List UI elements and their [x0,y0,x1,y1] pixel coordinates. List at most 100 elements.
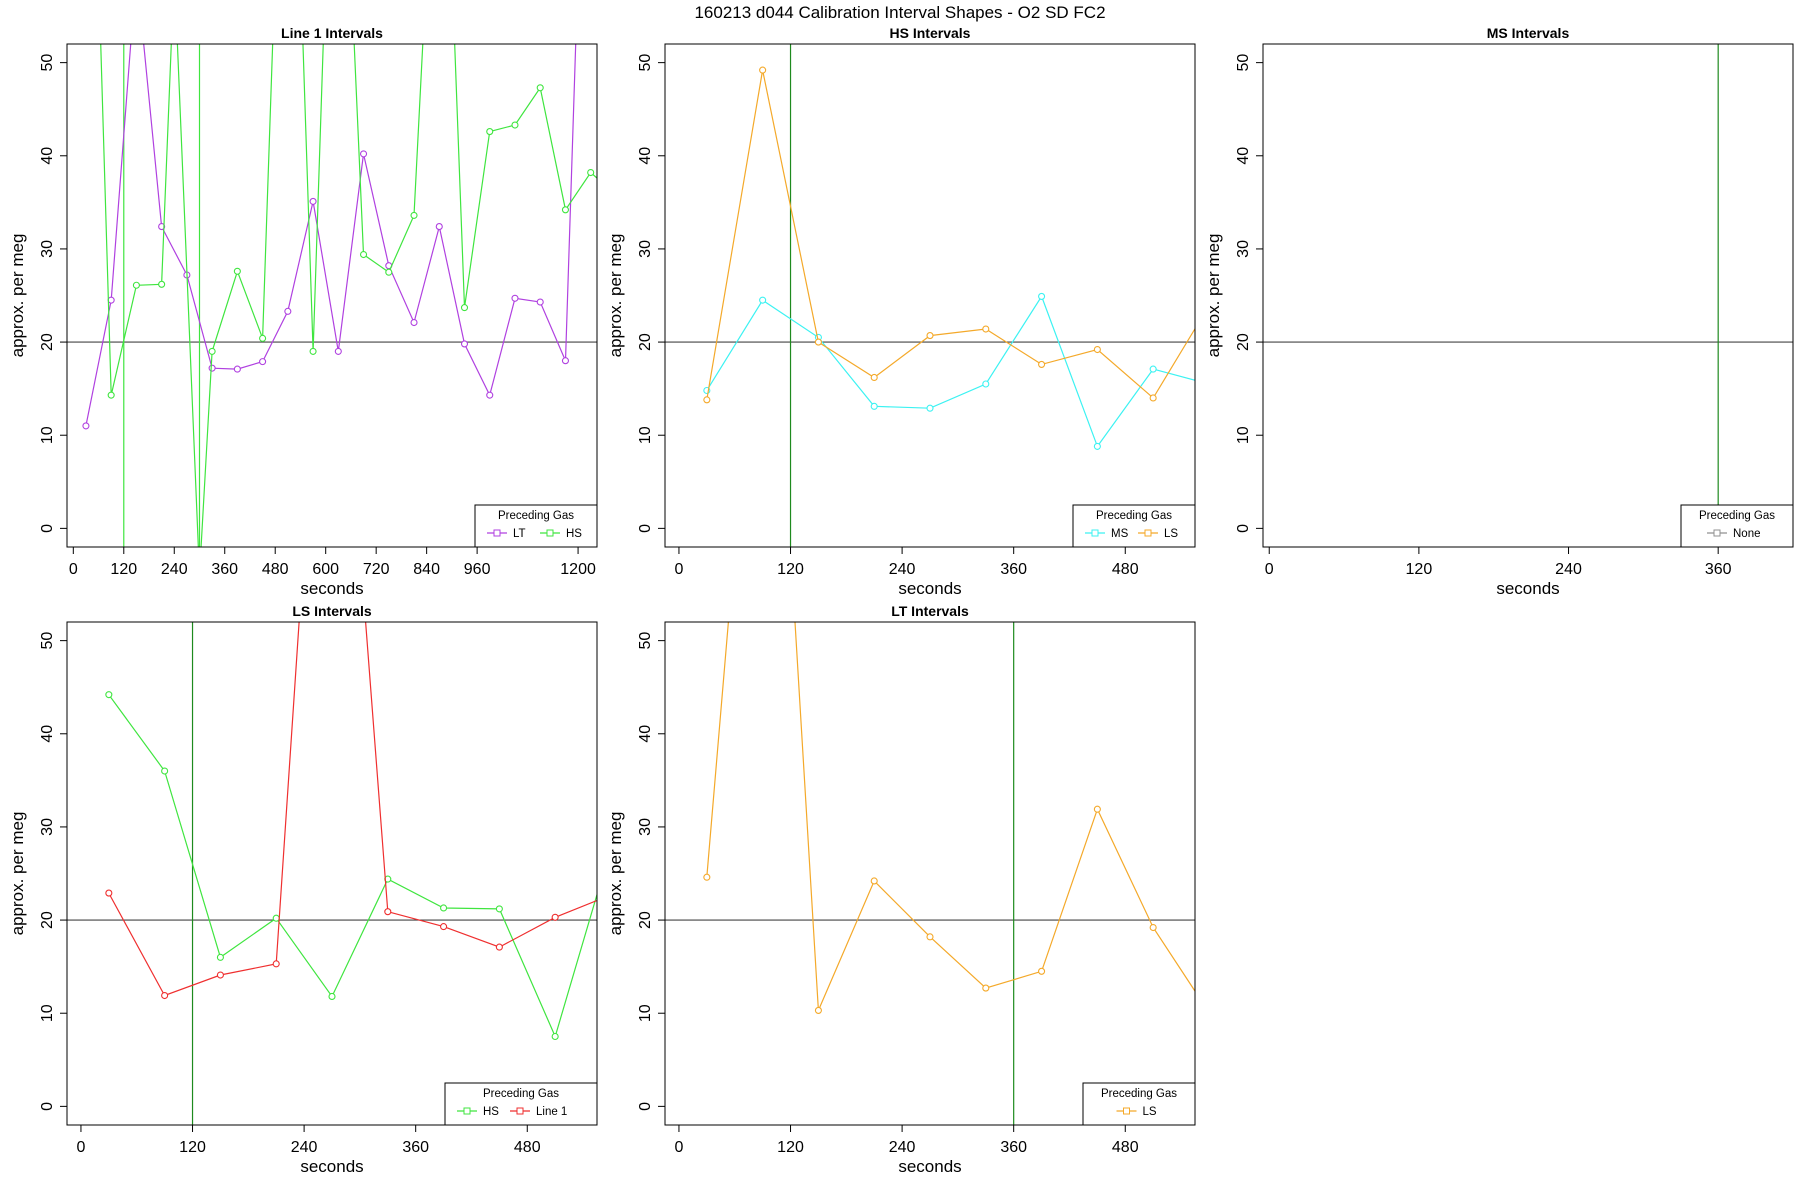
series-line [100,44,597,547]
y-tick-label: 40 [637,725,654,743]
x-tick-label: 240 [161,561,188,578]
data-point [1038,360,1046,368]
axes: 0 120 240 360 480 0 10 20 30 40 50 [39,632,541,1156]
legend-swatch-marker [516,1107,524,1115]
series-ls [703,622,1195,1014]
data-point [982,325,990,333]
y-tick-label: 10 [637,1004,654,1022]
data-point [233,267,241,275]
data-point [272,914,280,922]
data-point [158,280,166,288]
figure-title: 160213 d044 Calibration Interval Shapes … [694,3,1105,22]
y-axis-label: approx. per meg [8,812,27,936]
legend-swatch-marker [546,529,554,537]
data-point [703,873,711,881]
data-point [486,128,494,136]
x-axis-label: seconds [898,1157,961,1176]
data-point [460,304,469,312]
x-tick-label: 480 [1112,1139,1139,1156]
data-point [107,296,115,304]
data-point [359,150,368,158]
data-point [158,223,166,231]
x-tick-label: 0 [674,561,683,578]
data-point [926,933,934,941]
data-point [536,298,544,306]
plot-frame [66,621,598,1126]
x-tick-label: 240 [889,561,916,578]
x-tick-label: 480 [514,1139,541,1156]
legend: Preceding Gas MS LS [1072,504,1196,548]
y-tick-label: 30 [1235,240,1252,258]
data-point [1149,365,1157,373]
data-point [272,960,280,968]
data-point [1149,923,1157,932]
x-tick-label: 0 [76,1139,85,1156]
series-lt [82,44,577,430]
legend: Preceding Gas None [1680,504,1794,548]
x-tick-label: 240 [291,1139,318,1156]
series-line [108,694,597,1039]
legend-entry: MS [1111,528,1129,540]
x-tick-label: 240 [1555,561,1582,578]
data-point [1038,292,1046,300]
legend-title: Preceding Gas [1096,510,1172,522]
y-tick-label: 40 [39,147,56,165]
data-point [216,953,224,961]
data-point [561,357,570,365]
plot-area [665,622,1195,1125]
data-point [359,250,368,259]
y-tick-label: 50 [39,632,56,650]
x-tick-label: 240 [889,1139,916,1156]
series-line [706,69,1195,400]
legend-entry: LT [513,528,526,540]
y-tick-label: 50 [1235,54,1252,72]
legend-swatch-marker [1144,529,1152,537]
x-axis-label: seconds [300,579,363,598]
y-axis-label: approx. per meg [8,234,27,358]
x-tick-label: 0 [1265,561,1274,578]
data-point [208,364,216,372]
y-tick-label: 30 [637,818,654,836]
y-axis-label: approx. per meg [606,234,625,358]
panels-group: Line 1 Intervals approx. per meg seconds 0 1… [8,25,1794,1176]
y-tick-label: 0 [39,524,56,533]
panel-title: LS Intervals [292,603,372,619]
data-point [511,121,519,129]
panel-title: HS Intervals [890,25,971,41]
y-tick-label: 10 [637,426,654,444]
y-tick-label: 20 [1235,333,1252,351]
legend-box [1072,504,1196,548]
y-axis-label: approx. per meg [1204,234,1223,358]
series-line [706,295,1195,448]
data-point [551,1032,559,1041]
x-tick-label: 120 [110,561,137,578]
data-point [328,992,336,1001]
legend-entry: Line 1 [536,1106,567,1118]
data-point [870,402,878,410]
panel-title: MS Intervals [1487,25,1570,41]
x-tick-label: 600 [312,561,339,578]
y-tick-label: 10 [1235,426,1252,444]
x-tick-label: 480 [1112,561,1139,578]
data-point [105,691,113,699]
data-point [309,347,317,355]
plot-area [665,44,1195,547]
x-axis-label: seconds [300,1157,363,1176]
data-point [216,971,224,979]
series-line [108,622,597,997]
legend: Preceding Gas LT HS [474,504,598,548]
y-tick-label: 50 [637,632,654,650]
y-tick-label: 10 [39,426,56,444]
plot-area [67,44,597,547]
data-point [107,391,115,399]
x-tick-label: 360 [1000,561,1027,578]
legend-box [444,1082,598,1126]
data-point [82,422,90,430]
data-point [233,365,241,373]
x-tick-label: 840 [413,561,440,578]
data-point [982,984,990,992]
x-tick-label: 1200 [560,561,596,578]
plot-area [67,622,597,1125]
data-point [561,206,570,214]
legend-title: Preceding Gas [498,510,574,522]
